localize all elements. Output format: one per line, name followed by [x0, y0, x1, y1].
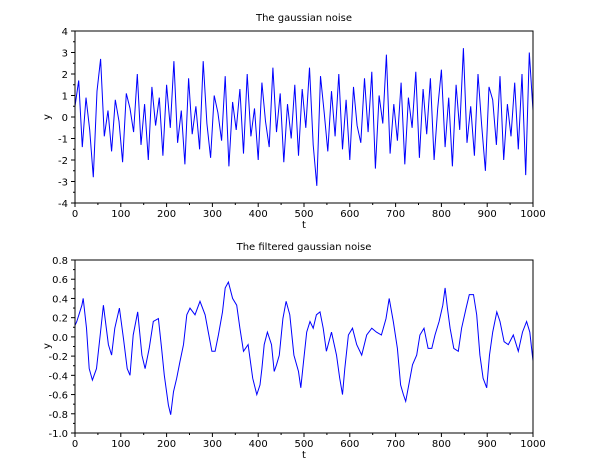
y-tick-label: 0.6 [52, 275, 68, 286]
x-tick-label: 300 [203, 209, 222, 220]
series-line [74, 48, 534, 186]
y-tick-label: 0.4 [52, 294, 68, 305]
y-tick-label: -0.8 [48, 410, 68, 421]
plot-frame [74, 259, 534, 434]
x-tick-label: 0 [72, 209, 78, 220]
y-tick-label: 2 [62, 70, 68, 81]
x-axis-label: t [302, 220, 306, 231]
y-axis-label: y [42, 343, 53, 349]
x-tick-label: 0 [72, 439, 78, 450]
y-tick-label: -1 [58, 135, 68, 146]
y-tick-label: 1 [62, 92, 68, 103]
x-tick-label: 1000 [520, 209, 545, 220]
y-tick-label: -0.2 [48, 352, 68, 363]
x-tick-label: 1000 [520, 439, 545, 450]
x-tick-label: 900 [478, 439, 497, 450]
y-tick-label: 3 [62, 49, 68, 60]
x-tick-label: 800 [432, 209, 451, 220]
x-tick-label: 600 [340, 439, 359, 450]
y-tick-label: 0.2 [52, 314, 68, 325]
series-line [74, 280, 534, 415]
chart-title: The filtered gaussian noise [236, 242, 372, 253]
x-axis-label: t [302, 450, 306, 461]
y-tick-label: 4 [62, 27, 68, 38]
y-tick-label: -4 [58, 199, 68, 210]
x-tick-label: 600 [340, 209, 359, 220]
y-tick-label: 0.8 [52, 256, 68, 267]
chart-title: The gaussian noise [255, 13, 352, 24]
y-tick-label: -3 [58, 178, 68, 189]
x-tick-label: 500 [294, 209, 313, 220]
x-tick-label: 700 [386, 439, 405, 450]
y-tick-label: -1.0 [48, 429, 68, 440]
y-axis-label: y [42, 114, 53, 120]
y-tick-label: 0.0 [52, 333, 68, 344]
plot-gaussian-noise: The gaussian noise t y 0 100 200 300 400 500 6… [42, 13, 546, 231]
x-tick-label: 700 [386, 209, 405, 220]
y-tick-label: 0 [62, 113, 68, 124]
y-tick-label: -2 [58, 156, 68, 167]
x-tick-label: 800 [432, 439, 451, 450]
y-tick-label: -0.4 [48, 371, 68, 382]
x-tick-label: 100 [111, 439, 130, 450]
x-tick-label: 500 [294, 439, 313, 450]
x-tick-label: 300 [203, 439, 222, 450]
plot-filtered-noise: The filtered gaussian noise t y 0 100 200 3… [42, 242, 546, 461]
x-tick-label: 400 [249, 439, 268, 450]
x-tick-label: 200 [157, 209, 176, 220]
y-tick-label: -0.6 [48, 391, 68, 402]
x-tick-label: 400 [249, 209, 268, 220]
x-tick-label: 200 [157, 439, 176, 450]
x-tick-label: 900 [478, 209, 497, 220]
x-tick-label: 100 [111, 209, 130, 220]
